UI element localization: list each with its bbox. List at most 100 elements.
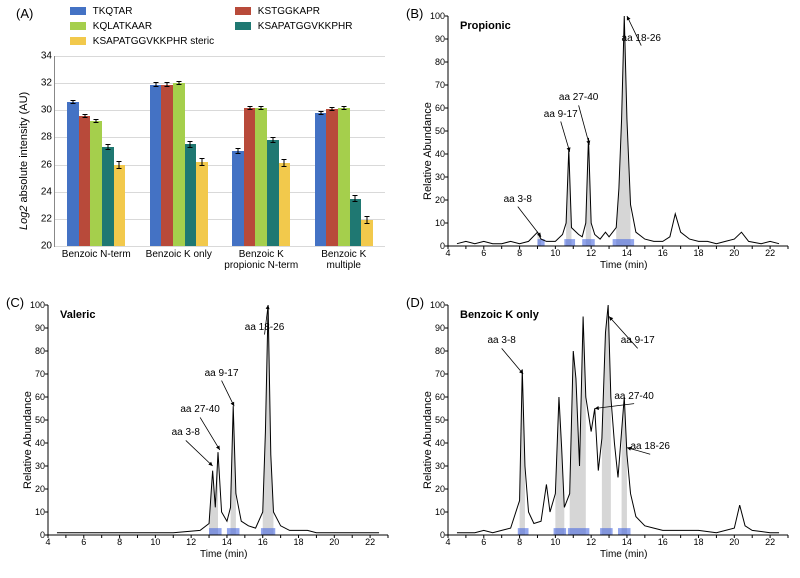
panel-b-xlabel: Time (min) xyxy=(600,260,647,271)
y-tick: 40 xyxy=(35,438,48,448)
annotation: aa 27-40 xyxy=(614,391,653,402)
bar xyxy=(350,199,362,247)
error-bar xyxy=(238,148,239,153)
y-tick: 100 xyxy=(430,300,448,310)
legend-entry-3: KSTGGKAPR xyxy=(235,6,320,17)
y-tick: 20 xyxy=(435,484,448,494)
y-tick: 50 xyxy=(435,126,448,136)
legend-label-4: KSAPATGGVKKPHR xyxy=(258,21,353,32)
bar xyxy=(338,108,350,246)
bar xyxy=(150,85,162,247)
panel-a: (A) TKQTAR KQLATKAAR KSAPATGGVKKPHR ster… xyxy=(0,0,400,289)
panel-a-plot: 2022242628303234Benzoic N-termBenzoic K … xyxy=(54,56,385,247)
legend-entry-0: TKQTAR xyxy=(70,6,132,17)
swatch-2 xyxy=(70,37,86,45)
panel-d: (D) Relative Abundance 46810121416182022… xyxy=(400,289,800,578)
panel-b-plot: 468101214161820220102030405060708090100a… xyxy=(448,16,788,246)
y-tick: 40 xyxy=(435,438,448,448)
x-tick: 14 xyxy=(622,535,632,547)
bar xyxy=(173,83,185,246)
bar xyxy=(279,163,291,246)
y-tick: 10 xyxy=(435,218,448,228)
x-tick: 12 xyxy=(186,535,196,547)
error-bar xyxy=(366,216,367,224)
swatch-1 xyxy=(70,22,86,30)
bar xyxy=(232,151,244,246)
y-tick: 80 xyxy=(435,57,448,67)
y-tick: 60 xyxy=(435,103,448,113)
y-tick: 90 xyxy=(435,34,448,44)
panel-d-ylabel: Relative Abundance xyxy=(422,391,434,489)
error-bar xyxy=(249,106,250,110)
panel-c-title: Valeric xyxy=(60,309,95,321)
panel-d-xlabel: Time (min) xyxy=(600,549,647,560)
panel-a-ylabel-italic: Log2 xyxy=(18,206,30,230)
legend-entry-1: KQLATKAAR xyxy=(70,21,152,32)
error-bar xyxy=(201,158,202,166)
y-tick: 20 xyxy=(35,484,48,494)
x-tick: 20 xyxy=(729,246,739,258)
x-tick: 10 xyxy=(150,535,160,547)
x-tick: 22 xyxy=(765,535,775,547)
legend-label-3: KSTGGKAPR xyxy=(258,6,320,17)
gridline xyxy=(55,83,385,84)
legend-label-2: KSAPATGGVKKPHR steric xyxy=(93,36,214,47)
panel-b-ylabel: Relative Abundance xyxy=(422,102,434,200)
panel-c-xlabel: Time (min) xyxy=(200,549,247,560)
y-tick: 90 xyxy=(435,323,448,333)
panel-b: (B) Relative Abundance 46810121416182022… xyxy=(400,0,800,289)
x-tick: 18 xyxy=(294,535,304,547)
bar xyxy=(79,116,91,246)
x-tick: 22 xyxy=(765,246,775,258)
error-bar xyxy=(272,137,273,142)
annotation: aa 9-17 xyxy=(205,368,239,379)
y-tick: 10 xyxy=(35,507,48,517)
y-tick: 20 xyxy=(435,195,448,205)
y-tick: 30 xyxy=(435,461,448,471)
error-bar xyxy=(332,107,333,111)
bar xyxy=(114,165,126,246)
y-tick: 34 xyxy=(41,51,55,62)
y-tick: 0 xyxy=(440,241,448,251)
chromatogram-svg xyxy=(48,305,388,535)
panel-b-title: Propionic xyxy=(460,20,511,32)
x-tick: 12 xyxy=(586,246,596,258)
x-tick: Benzoic K multiple xyxy=(303,246,386,271)
y-tick: 80 xyxy=(35,346,48,356)
bar xyxy=(244,108,256,246)
x-tick: 16 xyxy=(658,535,668,547)
y-tick: 100 xyxy=(430,11,448,21)
chromatogram-svg xyxy=(448,16,788,246)
panel-a-ylabel-rest: absolute intensity (AU) xyxy=(18,92,30,203)
y-tick: 0 xyxy=(40,530,48,540)
panel-d-plot: 468101214161820220102030405060708090100a… xyxy=(448,305,788,535)
panel-a-legend: TKQTAR KQLATKAAR KSAPATGGVKKPHR steric K… xyxy=(70,6,390,52)
x-tick: Benzoic K propionic N-term xyxy=(220,246,303,271)
y-tick: 30 xyxy=(35,461,48,471)
x-tick: 10 xyxy=(550,535,560,547)
y-tick: 30 xyxy=(41,105,55,116)
x-tick: 6 xyxy=(81,535,86,547)
y-tick: 10 xyxy=(435,507,448,517)
x-tick: 16 xyxy=(658,246,668,258)
error-bar xyxy=(178,81,179,85)
y-tick: 40 xyxy=(435,149,448,159)
x-tick: 12 xyxy=(586,535,596,547)
panel-d-label: (D) xyxy=(406,295,424,310)
error-bar xyxy=(96,119,97,123)
x-tick: 20 xyxy=(329,535,339,547)
panel-a-label: (A) xyxy=(16,6,33,21)
panel-c-label: (C) xyxy=(6,295,24,310)
legend-entry-4: KSAPATGGVKKPHR xyxy=(235,21,352,32)
y-tick: 80 xyxy=(435,346,448,356)
bar xyxy=(67,102,79,246)
panel-c-ylabel: Relative Abundance xyxy=(22,391,34,489)
y-tick: 50 xyxy=(35,415,48,425)
error-bar xyxy=(155,82,156,86)
y-tick: 32 xyxy=(41,78,55,89)
y-tick: 22 xyxy=(41,213,55,224)
x-tick: 18 xyxy=(694,535,704,547)
error-bar xyxy=(355,195,356,202)
error-bar xyxy=(107,144,108,149)
y-tick: 60 xyxy=(35,392,48,402)
